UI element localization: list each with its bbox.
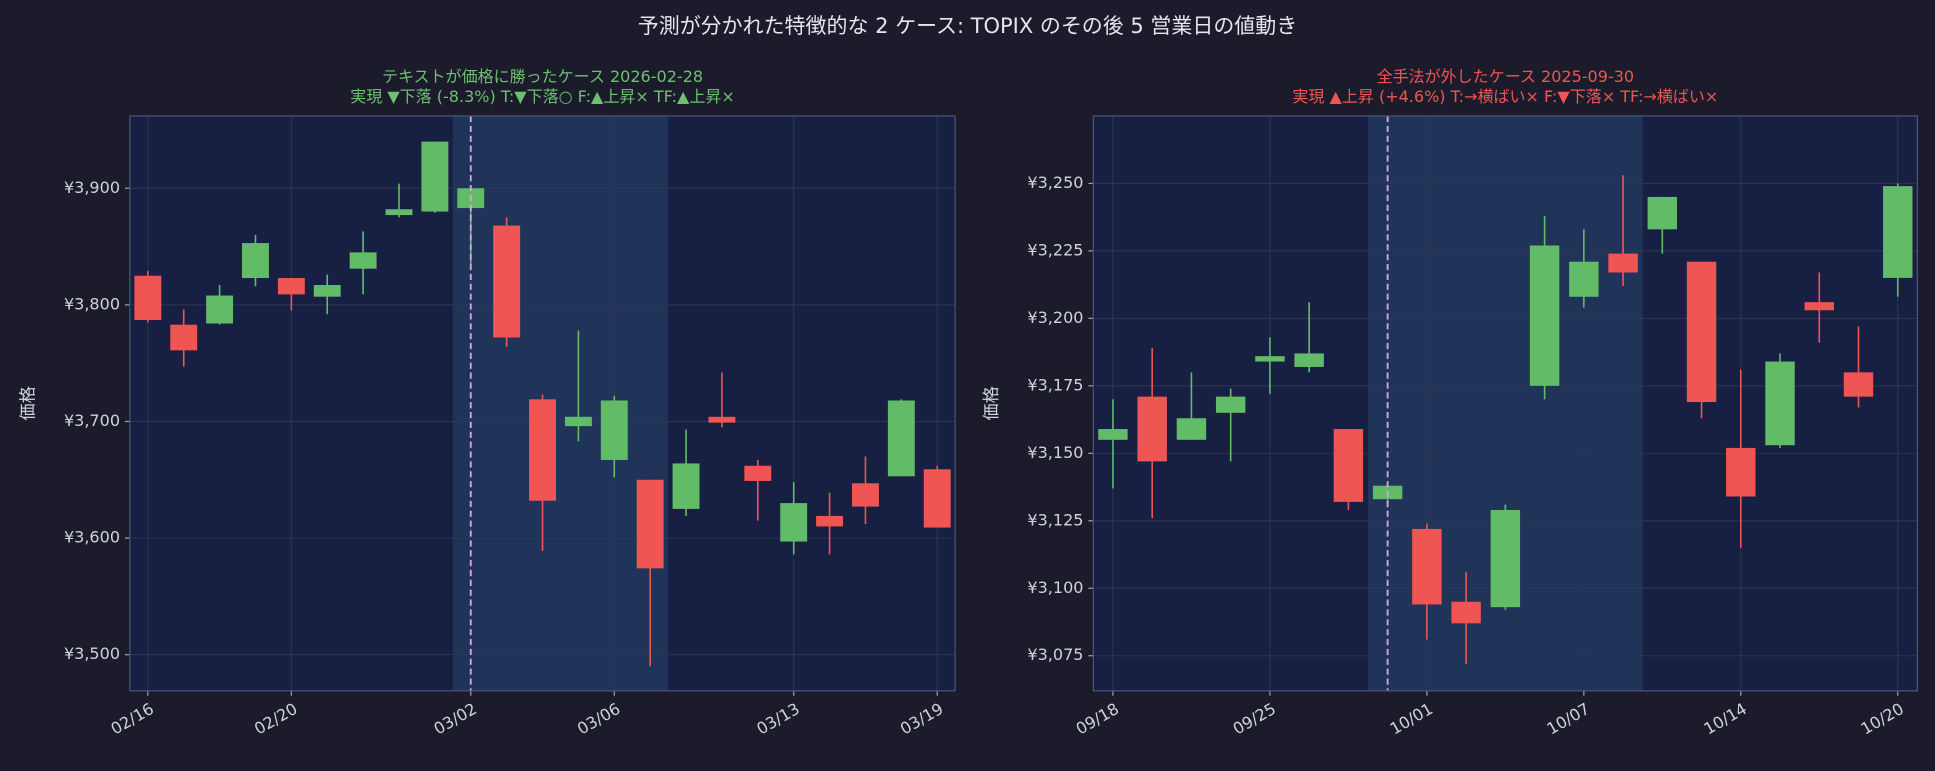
candle-body: [1137, 396, 1167, 462]
candle-body: [1608, 253, 1638, 273]
candle-body: [1765, 361, 1795, 446]
y-tick-label: ¥3,200: [1027, 308, 1083, 327]
candle-body: [277, 278, 305, 295]
y-tick-label: ¥3,800: [64, 294, 120, 313]
candle-body: [170, 324, 198, 351]
candle-body: [1451, 601, 1481, 624]
y-tick-label: ¥3,175: [1027, 375, 1083, 394]
candle-body: [923, 469, 951, 528]
candle-body: [1529, 245, 1560, 386]
y-tick-label: ¥3,100: [1027, 578, 1083, 597]
chart-subtitle: 実現 ▼下落 (-8.3%) T:▼下落○ F:▲上昇× TF:▲上昇×: [350, 87, 735, 106]
candle-body: [672, 463, 700, 509]
candle-body: [1412, 528, 1442, 605]
candle-body: [1294, 353, 1324, 367]
candle-body: [1490, 509, 1521, 608]
candle-body: [708, 416, 736, 423]
candle-body: [636, 479, 664, 569]
candle-body: [1098, 429, 1128, 440]
candle-body: [1176, 418, 1207, 440]
candle-body: [1255, 356, 1285, 362]
candle-body: [564, 416, 592, 427]
candle-body: [529, 399, 556, 501]
y-tick-label: ¥3,600: [64, 528, 120, 547]
candle-body: [1686, 261, 1717, 403]
y-tick-label: ¥3,075: [1027, 645, 1083, 664]
candle-body: [816, 515, 844, 527]
candle-body: [206, 295, 234, 324]
y-tick-label: ¥3,125: [1027, 510, 1083, 529]
candle-body: [600, 400, 628, 460]
candle-body: [1569, 261, 1599, 297]
candle-body: [1843, 372, 1874, 397]
candle-body: [134, 275, 162, 321]
candle-body: [1726, 447, 1756, 497]
candle-body: [493, 225, 521, 338]
y-axis-label: 価格: [19, 386, 39, 421]
candle-body: [1883, 186, 1913, 278]
y-tick-label: ¥3,250: [1027, 173, 1083, 192]
candle-body: [313, 285, 341, 297]
figure-title: 予測が分かれた特徴的な 2 ケース: TOPIX のその後 5 営業日の値動き: [638, 14, 1297, 38]
candle-body: [1215, 396, 1246, 413]
y-tick-label: ¥3,500: [64, 644, 120, 663]
candle-body: [242, 243, 269, 279]
candle-body: [1804, 302, 1834, 311]
candle-body: [421, 141, 449, 212]
forecast-window: [452, 115, 669, 691]
y-tick-label: ¥3,225: [1027, 240, 1083, 259]
candle-body: [1333, 429, 1364, 502]
candle-body: [744, 465, 772, 481]
candle-body: [780, 503, 808, 542]
candle-body: [852, 483, 879, 507]
y-tick-label: ¥3,150: [1027, 443, 1083, 462]
candle-body: [1647, 196, 1678, 230]
candle-body: [349, 252, 377, 269]
chart-title: 全手法が外したケース 2025-09-30: [1377, 67, 1635, 86]
y-tick-label: ¥3,700: [64, 411, 120, 430]
plot-frame: [129, 115, 956, 692]
y-tick-label: ¥3,900: [64, 178, 120, 197]
chart-title: テキストが価格に勝ったケース 2026-02-28: [382, 67, 703, 86]
candle-body: [385, 209, 413, 216]
plot-frame: [1092, 115, 1918, 692]
candle-body: [887, 400, 915, 477]
y-axis-label: 価格: [982, 386, 1002, 421]
chart-subtitle: 実現 ▲上昇 (+4.6%) T:→横ばい× F:▼下落× TF:→横ばい×: [1292, 87, 1718, 106]
